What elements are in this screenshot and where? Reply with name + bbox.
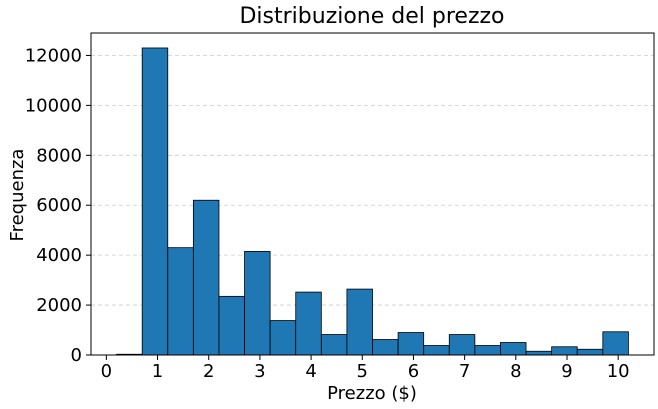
x-tick-label: 2 — [203, 361, 214, 382]
bars-layer — [116, 47, 629, 356]
x-tick-label: 8 — [510, 361, 521, 382]
histogram-bar — [141, 47, 169, 356]
plot-frame — [90, 32, 655, 356]
y-tick-label: 6000 — [36, 195, 82, 216]
x-axis-ticks: 0 1 2 3 4 5 6 7 8 9 10 — [101, 355, 630, 382]
histogram-bar — [192, 199, 220, 356]
x-tick-label: 10 — [607, 361, 630, 382]
histogram-bar — [320, 334, 348, 356]
histogram-bar — [474, 345, 501, 356]
histogram-bar — [551, 346, 578, 356]
histogram-bar — [269, 320, 297, 356]
histogram-bar — [397, 332, 425, 356]
y-tick-label: 0 — [71, 345, 82, 366]
y-tick-label: 10000 — [25, 95, 82, 116]
y-tick-label: 2000 — [36, 295, 82, 316]
y-axis-ticks: 0 2000 4000 6000 8000 10000 12000 — [25, 45, 91, 366]
histogram-bar — [500, 342, 527, 356]
y-tick-label: 8000 — [36, 145, 82, 166]
histogram-bar — [576, 348, 604, 356]
x-tick-label: 7 — [459, 361, 470, 382]
histogram-bar — [423, 345, 450, 356]
histogram-bar — [602, 331, 629, 356]
x-axis-label: Prezzo ($) — [327, 383, 417, 404]
chart-title: Distribuzione del prezzo — [239, 4, 504, 29]
histogram-bar — [218, 295, 245, 356]
y-tick-label: 4000 — [36, 245, 82, 266]
x-tick-label: 3 — [254, 361, 265, 382]
x-tick-label: 0 — [101, 361, 112, 382]
histogram-bar — [244, 251, 271, 356]
histogram-bar — [295, 291, 322, 356]
histogram-bar — [448, 334, 476, 356]
x-tick-label: 1 — [152, 361, 163, 382]
y-axis-label: Frequenza — [7, 149, 28, 242]
x-tick-label: 5 — [357, 361, 368, 382]
histogram-bar — [372, 339, 399, 356]
x-tick-label: 9 — [561, 361, 572, 382]
y-tick-label: 12000 — [25, 45, 82, 66]
x-tick-label: 4 — [305, 361, 316, 382]
x-tick-label: 6 — [408, 361, 419, 382]
histogram-bar — [525, 350, 553, 356]
histogram-bar — [346, 288, 373, 356]
histogram-bar — [167, 247, 194, 356]
